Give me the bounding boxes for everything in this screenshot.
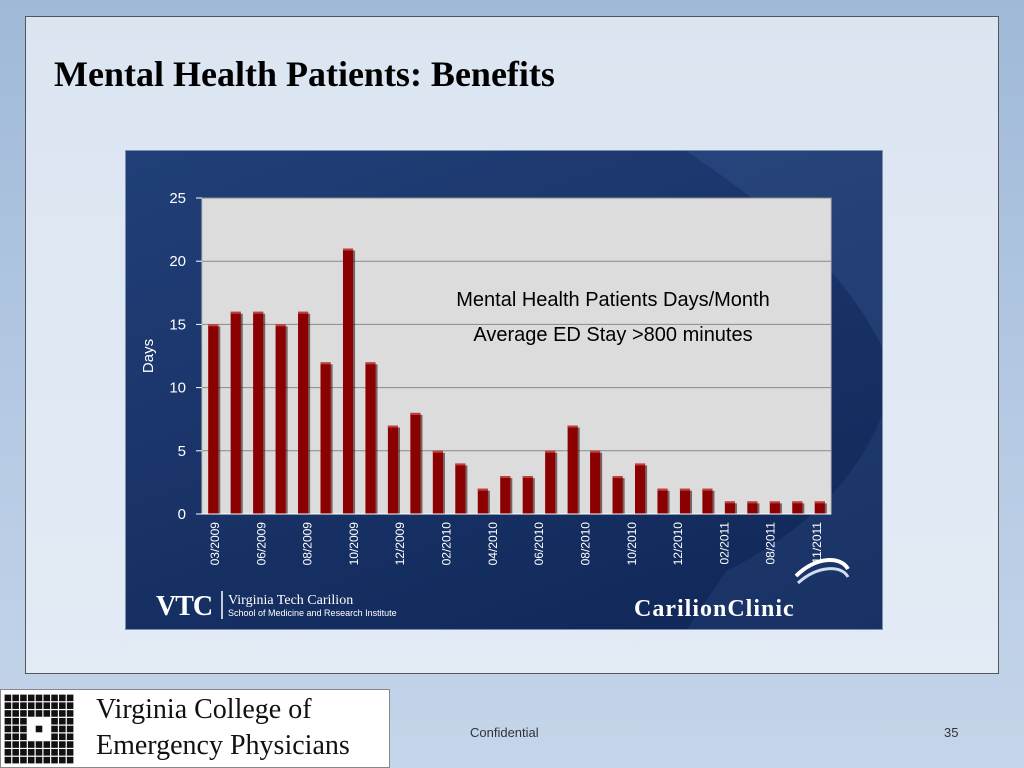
y-tick-label: 0 [178,506,186,523]
bar [387,425,401,514]
y-axis-ticks: 0 5 10 15 20 25 [169,190,202,523]
x-tick-label: 08/2009 [301,522,315,566]
x-tick-label: 06/2009 [254,522,268,566]
bar [769,501,782,514]
x-tick-label: 11/2011 [810,522,824,564]
background-swoosh-decoration [686,151,882,629]
bar [477,488,490,514]
vtc-logo-mark: VTC [156,591,212,622]
bar [253,311,266,514]
carilion-clinic-wordmark: CarilionClinic [634,596,795,622]
bar [545,450,558,514]
bar [522,476,535,514]
vcep-logo: Virginia College of Emergency Physicians [0,689,390,768]
vcep-logo-line1: Virginia College of [96,694,312,725]
y-tick-label: 15 [169,316,186,333]
vtc-logo-line1: Virginia Tech Carilion [228,593,353,608]
bar [342,248,356,514]
vcep-logo-line2: Emergency Physicians [96,730,350,761]
bars [208,248,827,514]
x-tick-label: 10/2010 [625,522,639,566]
bar [702,488,715,514]
x-tick-label: 02/2011 [717,522,731,565]
slide-panel: Mental Health Patients: Benefits 0 5 10 15 2… [25,16,999,674]
carilion-swoosh-icon [794,557,850,585]
bar [747,501,760,514]
x-tick-label: 10/2009 [347,522,361,566]
vcep-grid-icon [4,694,74,764]
bar [567,425,580,514]
chart-frame: 0 5 10 15 20 25 03/2009 06/2009 08/2009 10/2009 1… [125,150,883,630]
bar [590,450,603,514]
carilion-clinic-logo: CarilionClinic [634,557,850,622]
bar [500,476,513,514]
bar [792,501,805,514]
annotation-line-1: Mental Health Patients Days/Month [456,289,770,311]
bar [298,311,311,514]
bar [208,324,221,514]
x-tick-label: 12/2010 [671,522,685,566]
bar [275,324,288,514]
vtc-logo-line2: School of Medicine and Research Institut… [228,608,397,618]
vtc-logo: VTC Virginia Tech Carilion School of Med… [156,591,397,622]
bar [814,501,827,514]
footer-confidential: Confidential [470,725,539,740]
bar-chart: 0 5 10 15 20 25 03/2009 06/2009 08/2009 10/2009 1… [140,151,882,629]
x-tick-label: 08/2010 [578,522,592,566]
bar [612,476,625,514]
plot-area [201,197,832,515]
y-tick-label: 20 [169,253,186,270]
y-tick-label: 5 [178,443,186,460]
bar [320,362,333,514]
y-tick-label: 10 [169,380,186,397]
bar [657,488,670,514]
page-number: 35 [944,725,959,740]
bar [455,463,468,514]
x-tick-label: 04/2010 [486,522,500,566]
bar [679,488,693,514]
y-axis-label: Days [140,339,157,373]
x-tick-label: 02/2010 [440,522,454,566]
x-axis-ticks: 03/2009 06/2009 08/2009 10/2009 12/2009 02/20… [202,513,831,566]
bar [432,450,445,514]
slide-title: Mental Health Patients: Benefits [54,54,555,94]
annotation-line-2: Average ED Stay >800 minutes [473,324,752,346]
y-tick-label: 25 [169,190,186,207]
bar [230,311,243,514]
bar [634,463,648,514]
bar [724,501,737,514]
x-tick-label: 06/2010 [532,522,546,566]
x-tick-label: 03/2009 [208,522,222,566]
bar [365,362,378,514]
bar [410,412,423,514]
x-tick-label: 08/2011 [764,522,778,565]
x-tick-label: 12/2009 [393,522,407,566]
